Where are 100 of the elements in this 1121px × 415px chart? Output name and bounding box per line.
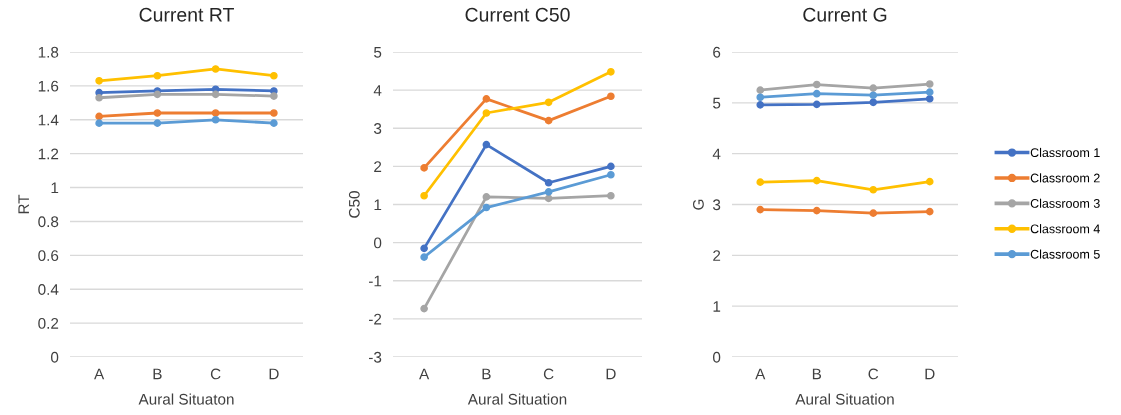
point	[756, 101, 765, 109]
y-tick-label: 5	[713, 97, 721, 109]
point	[153, 109, 162, 117]
x-tick-label: B	[153, 368, 162, 380]
point	[607, 170, 615, 179]
y-tick-label: 3	[373, 123, 382, 134]
y-tick-label: 1.2	[38, 148, 59, 160]
point	[869, 98, 878, 107]
y-tick-label: 1	[51, 182, 59, 194]
point	[925, 80, 934, 88]
point	[211, 115, 220, 124]
y-tick-label: 1	[374, 199, 382, 211]
point	[925, 177, 934, 186]
y-tick-label: 1.4	[38, 114, 59, 126]
x-tick-label: B	[812, 368, 822, 380]
y-tick-label: 2	[713, 250, 721, 261]
point	[95, 93, 103, 102]
y-tick-label: 4	[373, 85, 382, 96]
y-tick-label: 3	[712, 199, 721, 211]
point	[270, 109, 278, 117]
point	[812, 89, 821, 98]
y-tick-label: 0.2	[38, 317, 59, 329]
point	[869, 185, 878, 194]
point	[420, 244, 428, 253]
point	[756, 93, 765, 102]
point	[869, 84, 878, 92]
chart-title: Current G	[803, 7, 887, 22]
x-tick-label: A	[419, 368, 430, 380]
point	[211, 90, 220, 99]
y-tick-label: 6	[713, 46, 721, 58]
point	[482, 95, 491, 103]
point	[270, 92, 278, 100]
point	[153, 119, 162, 127]
point	[95, 112, 103, 121]
point	[420, 304, 428, 313]
y-tick-label: 0	[712, 351, 721, 363]
point	[544, 194, 553, 203]
x-tick-label: A	[94, 368, 105, 380]
chart-title: Current C50	[465, 7, 570, 22]
point	[270, 71, 278, 80]
y-axis-title: G	[693, 199, 704, 210]
x-tick-label: C	[543, 368, 554, 380]
point	[607, 68, 615, 76]
point	[812, 100, 821, 109]
x-axis-title: Aural Situation	[467, 393, 567, 405]
point	[869, 91, 878, 100]
legend-label: Classroom 5	[1030, 249, 1100, 259]
y-tick-label: 1	[713, 301, 721, 312]
point	[812, 80, 821, 89]
x-tick-label: D	[269, 368, 279, 380]
y-tick-label: 1.6	[38, 80, 59, 92]
legend-label: Classroom 4	[1030, 224, 1100, 234]
x-tick-label: B	[482, 368, 491, 380]
point	[153, 90, 162, 99]
legend-label: Classroom 2	[1030, 173, 1100, 183]
point	[812, 206, 821, 215]
x-tick-label: D	[606, 368, 616, 380]
x-tick-label: D	[925, 368, 935, 380]
x-tick-label: C	[868, 368, 879, 380]
point	[544, 98, 553, 107]
point	[812, 176, 821, 185]
y-tick-label: 0.4	[38, 284, 59, 295]
point	[95, 76, 103, 85]
point	[482, 109, 491, 117]
point	[607, 191, 615, 200]
y-axis-title: RT	[18, 194, 29, 214]
x-tick-label: A	[755, 368, 766, 380]
point	[482, 203, 491, 212]
point	[756, 205, 765, 214]
chart-title: Current RT	[139, 7, 234, 22]
point	[211, 65, 220, 73]
point	[482, 193, 491, 201]
point	[95, 119, 103, 127]
y-tick-label: 5	[374, 47, 382, 58]
point	[544, 116, 553, 125]
y-tick-label: 0.6	[38, 250, 59, 262]
point	[544, 188, 553, 196]
point	[544, 178, 553, 187]
x-axis-title: Aural Situation	[795, 393, 894, 405]
y-tick-label: -3	[368, 351, 382, 363]
y-tick-label: 2	[374, 161, 382, 172]
point	[420, 191, 428, 200]
x-axis-title: Aural Situaton	[138, 393, 234, 405]
point	[420, 164, 428, 172]
legend-label: Classroom 3	[1030, 198, 1100, 208]
point	[925, 88, 934, 96]
point	[420, 253, 428, 261]
y-tick-label: 0.8	[38, 216, 59, 228]
y-tick-label: 0	[373, 237, 382, 249]
point	[211, 109, 220, 117]
point	[756, 86, 765, 94]
y-tick-label: 1.8	[38, 46, 59, 58]
point	[869, 209, 878, 217]
y-tick-label: 0	[50, 351, 59, 363]
y-axis-title: C50	[348, 191, 360, 218]
y-tick-label: -2	[368, 313, 382, 325]
point	[925, 94, 934, 103]
legend-label: Classroom 1	[1030, 147, 1100, 158]
point	[270, 119, 278, 127]
x-tick-label: C	[210, 368, 221, 380]
